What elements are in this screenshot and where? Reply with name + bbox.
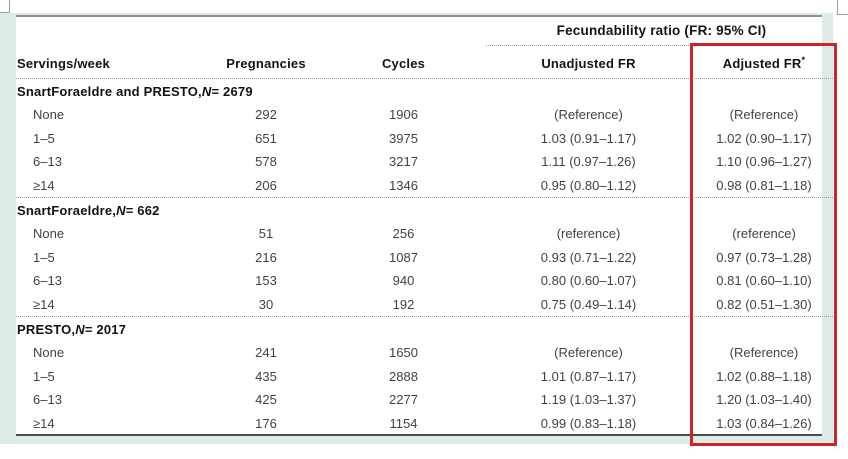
table-row: 1–5 216 1087 0.93 (0.71–1.22) 0.97 (0.73… <box>33 249 812 265</box>
top-left-corner-artifact <box>0 0 10 13</box>
table-row: ≥14 206 1346 0.95 (0.80–1.12) 0.98 (0.81… <box>33 177 812 193</box>
table-row: 1–5 435 2888 1.01 (0.87–1.17) 1.02 (0.88… <box>33 368 812 384</box>
col-header-unadjusted-fr: Unadjusted FR <box>541 56 636 71</box>
section-title-presto: PRESTO, N = 2017 <box>17 321 127 337</box>
table-row: 6–13 153 940 0.80 (0.60–1.07) 0.81 (0.60… <box>33 273 812 289</box>
table-row: 6–13 578 3217 1.11 (0.97–1.26) 1.10 (0.9… <box>33 154 812 170</box>
table-row: 1–5 651 3975 1.03 (0.91–1.17) 1.02 (0.90… <box>33 130 812 146</box>
col-header-adjusted-fr: Adjusted FR* <box>722 55 806 71</box>
section-title-snartforaeldre-and-presto: SnartForaeldre and PRESTO, N = 2679 <box>17 83 253 99</box>
table-row: None 51 256 (reference) (reference) <box>33 226 796 242</box>
col-header-pregnancies: Pregnancies <box>226 56 306 71</box>
section-title-snartforaeldre: SnartForaeldre, N = 662 <box>17 202 160 218</box>
table-row: None 292 1906 (Reference) (Reference) <box>33 107 799 123</box>
adjusted-fr-footnote-asterisk: * <box>801 55 806 65</box>
top-right-corner-artifact <box>837 0 848 15</box>
table-row: ≥14 176 1154 0.99 (0.83–1.18) 1.03 (0.84… <box>33 415 812 431</box>
group-header-row: Fecundability ratio (FR: 95% CI) <box>16 17 837 47</box>
col-header-cycles: Cycles <box>381 56 426 71</box>
section-rows: None 241 1650 (Reference) (Reference) 1–… <box>16 341 837 435</box>
table-row: ≥14 30 192 0.75 (0.49–1.14) 0.82 (0.51–1… <box>33 296 812 312</box>
group-header-fecundability-ratio: Fecundability ratio (FR: 95% CI) <box>486 23 837 46</box>
col-header-servings: Servings/week <box>17 56 110 71</box>
table-row: 6–13 425 2277 1.19 (1.03–1.37) 1.20 (1.0… <box>33 392 812 408</box>
table-surface <box>16 15 822 436</box>
column-header-row: Servings/week Pregnancies Cycles Unadjus… <box>16 47 837 79</box>
table-row: None 241 1650 (Reference) (Reference) <box>33 345 799 361</box>
section-rows: None 51 256 (reference) (reference) 1–5 … <box>16 222 837 317</box>
fecundability-table: Fecundability ratio (FR: 95% CI) Serving… <box>16 17 837 435</box>
section-rows: None 292 1906 (Reference) (Reference) 1–… <box>16 103 837 198</box>
